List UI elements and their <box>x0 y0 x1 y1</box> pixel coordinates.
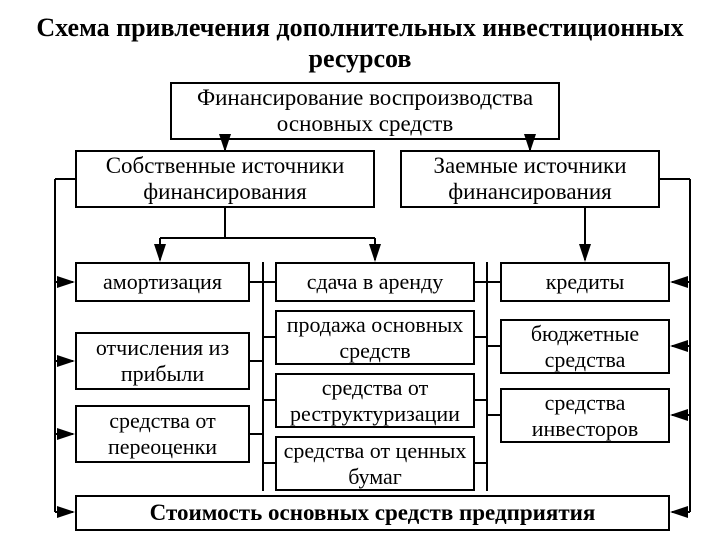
box-own-sources: Собственные источники финансирования <box>75 150 375 208</box>
box-credits: кредиты <box>500 262 670 302</box>
box-sale: продажа основных средств <box>275 310 475 365</box>
diagram-title: Схема привлечения дополнительных инвести… <box>0 12 720 74</box>
box-restr-text: средства от реструктуризации <box>283 375 467 427</box>
box-amort-text: амортизация <box>103 269 222 295</box>
box-amortization: амортизация <box>75 262 250 302</box>
box-financing-text: Финансирование воспроизводства основных … <box>178 85 552 137</box>
box-invest-text: средства инвесторов <box>508 390 662 442</box>
box-budget-text: бюджетные средства <box>508 321 662 373</box>
box-loan-text: Заемные источники финансирования <box>408 153 652 205</box>
box-rent-text: сдача в аренду <box>307 269 444 295</box>
box-cost: Стоимость основных средств предприятия <box>75 495 670 531</box>
box-loan-sources: Заемные источники финансирования <box>400 150 660 208</box>
box-profit-text: отчисления из прибыли <box>83 335 242 387</box>
box-own-text: Собственные источники финансирования <box>83 153 367 205</box>
box-reval-text: средства от переоценки <box>83 408 242 460</box>
box-revaluation: средства от переоценки <box>75 405 250 463</box>
box-financing: Финансирование воспроизводства основных … <box>170 82 560 140</box>
box-investors: средства инвесторов <box>500 388 670 443</box>
box-securities: средства от ценных бумаг <box>275 436 475 491</box>
box-profit-deductions: отчисления из прибыли <box>75 332 250 390</box>
box-restructuring: средства от реструктуризации <box>275 373 475 428</box>
box-rent: сдача в аренду <box>275 262 475 302</box>
box-budget: бюджетные средства <box>500 319 670 374</box>
box-credit-text: кредиты <box>546 269 625 295</box>
box-sale-text: продажа основных средств <box>283 312 467 364</box>
box-cost-text: Стоимость основных средств предприятия <box>150 500 596 526</box>
box-secur-text: средства от ценных бумаг <box>283 438 467 490</box>
